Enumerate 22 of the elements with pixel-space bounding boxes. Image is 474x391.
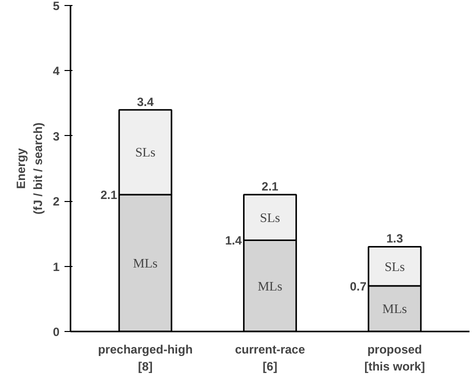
data-label: 2.1 xyxy=(100,188,118,202)
series-label: SLs xyxy=(384,258,405,274)
x-tick-label: precharged-high [8] xyxy=(98,342,193,374)
y-tick-label: 0 xyxy=(52,325,60,339)
total-label: 2.1 xyxy=(262,180,279,194)
x-tick-label: current-race [6] xyxy=(234,342,306,374)
y-tick-label: 1 xyxy=(52,260,60,274)
y-axis-title: Energy (fJ / bit / search) xyxy=(14,122,45,215)
text: SLs xyxy=(135,144,156,160)
y-tick-label: 5 xyxy=(52,0,60,13)
total-label: 1.3 xyxy=(386,232,404,246)
y-tick-label: 4 xyxy=(52,64,60,78)
text: MLs xyxy=(382,301,407,316)
text: SLs xyxy=(260,210,280,225)
total-label: 3.4 xyxy=(136,94,154,109)
data-label: 0.7 xyxy=(350,279,367,294)
y-tick-label: 2 xyxy=(52,194,60,209)
series-label: MLs xyxy=(258,278,282,294)
data-label: 1.4 xyxy=(225,234,242,248)
y-tick-label: 3 xyxy=(52,129,60,144)
text: MLs xyxy=(133,256,158,271)
x-tick-label: proposed [this work] xyxy=(364,342,426,374)
